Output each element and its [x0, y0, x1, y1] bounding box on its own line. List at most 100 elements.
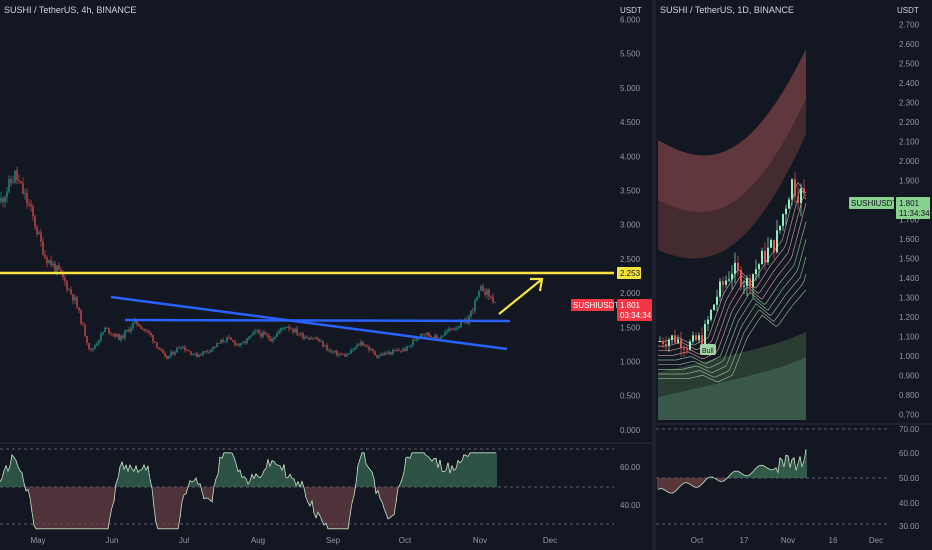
ma-fan-line — [658, 274, 807, 378]
candle — [240, 342, 242, 348]
upper-band-inner — [658, 99, 806, 259]
candle — [494, 301, 496, 304]
level-tag-label: 2.253 — [620, 269, 641, 278]
candle — [689, 339, 691, 351]
candle — [66, 279, 68, 293]
left-price-tick: 1.500 — [620, 323, 641, 332]
left-time-tick: Dec — [543, 536, 557, 545]
candle — [404, 347, 406, 353]
candle — [324, 344, 326, 347]
lower-band-outer — [658, 357, 806, 420]
candle — [0, 191, 2, 204]
candle — [92, 347, 94, 353]
candle — [42, 237, 44, 256]
right-rsi-tick-30: 30.00 — [899, 522, 920, 531]
candle — [150, 331, 152, 338]
candle — [755, 259, 757, 281]
candle — [78, 307, 80, 313]
right-price-tick: 1.700 — [899, 215, 920, 224]
left-price-tick: 6.000 — [620, 16, 641, 25]
candle — [98, 339, 100, 346]
candle — [338, 352, 340, 357]
left-time-tick: Nov — [473, 536, 487, 545]
candle — [284, 326, 286, 331]
right-price-axis[interactable]: 2.700 2.600 2.500 2.400 2.300 2.200 2.100 2.000… — [899, 20, 920, 419]
candle — [138, 323, 140, 327]
left-axis-unit: USDT — [620, 6, 642, 15]
candle — [408, 345, 410, 348]
candle — [274, 335, 276, 340]
candle — [122, 333, 124, 340]
candle — [352, 348, 354, 352]
left-chart-title: SUSHI / TetherUS, 4h, BINANCE — [4, 5, 136, 15]
candle — [280, 327, 282, 334]
candle — [222, 337, 224, 344]
flat-support-line[interactable] — [124, 318, 511, 323]
left-symbol-tag: SUSHIUSDT — [571, 299, 619, 311]
candle — [722, 276, 724, 294]
candle — [332, 350, 334, 354]
candle — [746, 275, 748, 297]
left-price-tick: 0.500 — [620, 392, 641, 401]
panel-divider[interactable] — [652, 0, 656, 550]
candle — [208, 350, 210, 355]
candle — [484, 287, 486, 297]
left-price-tick: 3.500 — [620, 187, 641, 196]
left-price-tick: 5.500 — [620, 50, 641, 59]
candle — [396, 348, 398, 352]
candle — [268, 333, 270, 342]
right-rsi-tick-40: 40.00 — [899, 499, 920, 508]
candle — [286, 326, 288, 328]
candle — [488, 288, 490, 301]
left-time-axis[interactable]: May Jun Jul Aug Sep Oct Nov Dec — [30, 536, 557, 545]
candle — [773, 239, 775, 259]
candle — [344, 353, 346, 358]
candle — [788, 197, 790, 209]
right-time-axis[interactable]: Oct 17 Nov 16 Dec — [691, 536, 883, 545]
left-rsi-tick-60: 60.00 — [620, 463, 641, 472]
candle — [22, 177, 24, 195]
ma-fan-line — [658, 188, 807, 350]
candle — [254, 328, 256, 336]
candle — [16, 166, 18, 185]
candle — [671, 334, 673, 345]
candle — [94, 343, 96, 350]
candle — [124, 329, 126, 341]
candle — [90, 347, 92, 352]
left-price-tick: 5.000 — [620, 84, 641, 93]
candle — [490, 295, 492, 300]
candle — [794, 172, 796, 203]
candle — [758, 262, 760, 279]
right-symbol-tag: SUSHIUSDT — [849, 197, 897, 209]
left-price-tick: 3.000 — [620, 221, 641, 230]
candle — [412, 337, 414, 348]
right-time-tick: 17 — [740, 536, 749, 545]
right-price-tag-value: 1.801 — [899, 199, 920, 208]
candle — [330, 348, 332, 354]
candle — [764, 242, 766, 271]
candle — [162, 348, 164, 354]
left-time-tick: Jul — [179, 536, 189, 545]
candle — [782, 213, 784, 231]
right-price-tick: 0.800 — [899, 391, 920, 400]
level-tag: 2.253 — [617, 267, 641, 279]
candle — [116, 333, 118, 338]
candle — [242, 340, 244, 344]
descending-trendline[interactable] — [110, 295, 508, 351]
left-time-tick: Oct — [399, 536, 412, 545]
candle — [102, 331, 104, 336]
candle — [779, 225, 781, 234]
candle — [88, 342, 90, 351]
candle — [2, 196, 4, 208]
projection-arrow[interactable] — [498, 277, 544, 315]
right-price-tick: 1.600 — [899, 235, 920, 244]
candle — [282, 327, 284, 331]
left-price-axis[interactable]: 6.000 5.500 5.000 4.500 4.000 3.500 3.000 2.500… — [620, 16, 641, 435]
candle — [704, 319, 706, 347]
candle — [414, 337, 416, 341]
candle — [228, 334, 230, 340]
candle — [214, 345, 216, 349]
candle — [364, 344, 366, 347]
candle — [48, 259, 50, 264]
candle — [803, 179, 805, 197]
